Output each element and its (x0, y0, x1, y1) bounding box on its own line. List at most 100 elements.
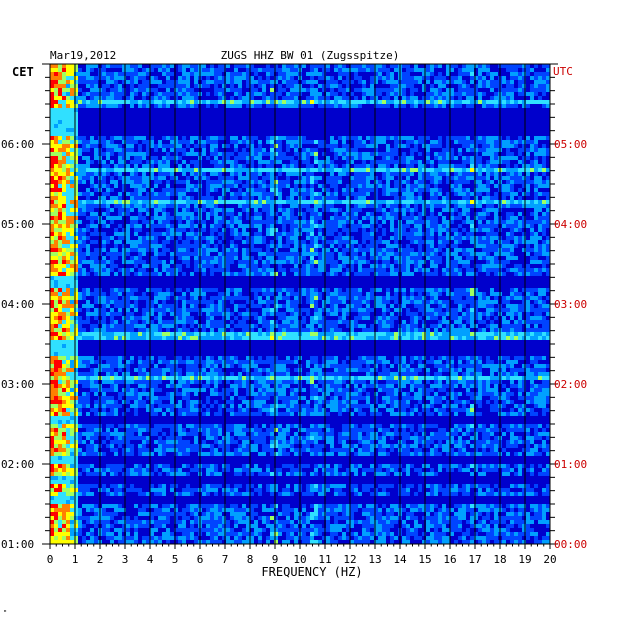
heatmap-cell (366, 144, 370, 148)
heatmap-cell (338, 288, 342, 292)
heatmap-cell (434, 172, 438, 176)
heatmap-cell (294, 104, 298, 108)
heatmap-cell (114, 172, 118, 176)
heatmap-cell (514, 236, 518, 240)
heatmap-cell (470, 296, 474, 300)
heatmap-cell (370, 176, 374, 180)
heatmap-cell (138, 88, 142, 92)
heatmap-cell (70, 80, 74, 84)
heatmap-cell (182, 84, 186, 88)
heatmap-cell (50, 276, 54, 280)
heatmap-cell (382, 308, 386, 312)
heatmap-cell (246, 216, 250, 220)
heatmap-cell (470, 164, 474, 168)
heatmap-cell (246, 264, 250, 268)
heatmap-cell (66, 72, 70, 76)
heatmap-cell (238, 64, 242, 68)
heatmap-cell (282, 272, 286, 276)
heatmap-cell (350, 264, 354, 268)
heatmap-cell (234, 172, 238, 176)
heatmap-cell (478, 200, 482, 204)
heatmap-cell (482, 76, 486, 80)
heatmap-cell (54, 144, 58, 148)
heatmap-cell (410, 84, 414, 88)
heatmap-cell (438, 260, 442, 264)
heatmap-cell (418, 236, 422, 240)
heatmap-cell (50, 292, 54, 296)
heatmap-cell (510, 200, 514, 204)
heatmap-cell (218, 152, 222, 156)
heatmap-cell (394, 152, 398, 156)
heatmap-cell (58, 212, 62, 216)
heatmap-cell (330, 304, 334, 308)
heatmap-cell (378, 164, 382, 168)
heatmap-cell (62, 68, 66, 72)
heatmap-cell (174, 148, 178, 152)
heatmap-cell (538, 300, 542, 304)
heatmap-cell (410, 92, 414, 96)
heatmap-cell (454, 300, 458, 304)
heatmap-cell (146, 80, 150, 84)
heatmap-cell (374, 80, 378, 84)
heatmap-cell (54, 216, 58, 220)
heatmap-cell (422, 136, 426, 140)
heatmap-cell (50, 224, 54, 228)
heatmap-cell (150, 228, 154, 232)
heatmap-cell (70, 144, 74, 148)
heatmap-cell (362, 156, 366, 160)
heatmap-cell (130, 148, 134, 152)
heatmap-cell (206, 80, 210, 84)
heatmap-cell (74, 312, 78, 316)
heatmap-cell (482, 292, 486, 296)
heatmap-cell (342, 152, 346, 156)
heatmap-cell (166, 292, 170, 296)
heatmap-cell (74, 124, 78, 128)
heatmap-cell (270, 228, 274, 232)
heatmap-cell (534, 64, 538, 68)
heatmap-cell (386, 252, 390, 256)
heatmap-cell (226, 152, 230, 156)
heatmap-cell (274, 152, 278, 156)
heatmap-cell (534, 240, 538, 244)
heatmap-cell (218, 268, 222, 272)
heatmap-cell (70, 120, 74, 124)
heatmap-cell (182, 224, 186, 228)
heatmap-cell (478, 256, 482, 260)
heatmap-cell (190, 100, 194, 104)
heatmap-cell (278, 76, 282, 80)
heatmap-cell (334, 164, 338, 168)
heatmap-cell (190, 148, 194, 152)
heatmap-cell (390, 100, 394, 104)
heatmap-cell (150, 164, 154, 168)
heatmap-cell (162, 216, 166, 220)
heatmap-cell (402, 64, 406, 68)
heatmap-cell (346, 172, 350, 176)
heatmap-cell (138, 200, 142, 204)
heatmap-cell (74, 76, 78, 80)
heatmap-cell (270, 88, 274, 92)
heatmap-cell (442, 76, 446, 80)
heatmap-cell (230, 80, 234, 84)
heatmap-cell (122, 140, 126, 144)
heatmap-cell (546, 308, 550, 312)
heatmap-cell (414, 296, 418, 300)
heatmap-cell (458, 92, 462, 96)
heatmap-cell (230, 272, 234, 276)
heatmap-cell (334, 144, 338, 148)
heatmap-cell (310, 264, 314, 268)
heatmap-cell (450, 228, 454, 232)
heatmap-cell (230, 88, 234, 92)
heatmap-cell (214, 208, 218, 212)
heatmap-cell (246, 240, 250, 244)
heatmap-cell (350, 300, 354, 304)
heatmap-cell (110, 168, 114, 172)
heatmap-cell (514, 228, 518, 232)
heatmap-cell (170, 204, 174, 208)
heatmap-cell (202, 100, 206, 104)
heatmap-cell (402, 264, 406, 268)
heatmap-cell (294, 260, 298, 264)
heatmap-cell (466, 236, 470, 240)
heatmap-cell (490, 164, 494, 168)
heatmap-cell (290, 308, 294, 312)
heatmap-cell (174, 252, 178, 256)
